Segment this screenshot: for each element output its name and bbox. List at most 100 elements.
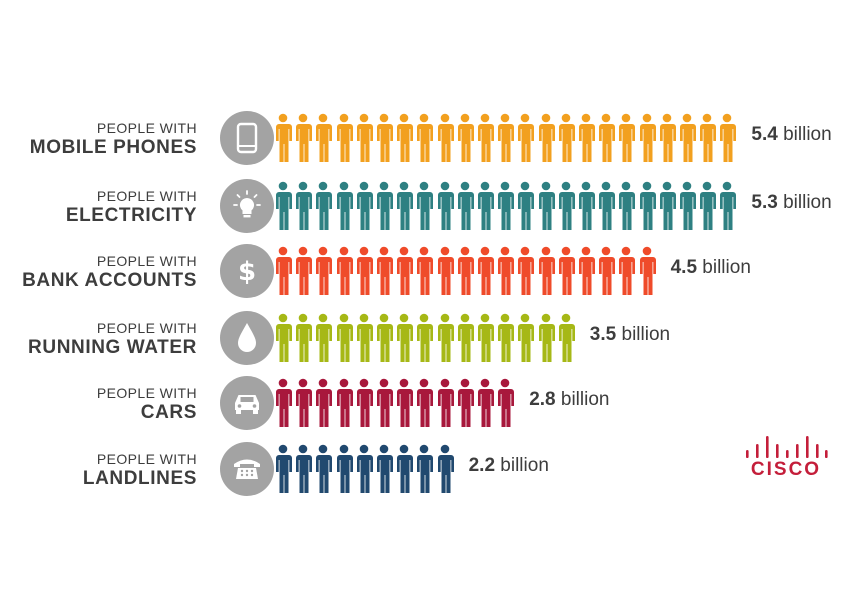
value-label: 3.5 billion	[590, 324, 670, 346]
category-prefix: PEOPLE WITH	[96, 188, 197, 204]
person-icon	[678, 181, 696, 236]
person-icon	[395, 181, 414, 236]
person-icon	[597, 246, 616, 301]
person-icon	[375, 378, 393, 433]
chart-row: PEOPLE WITH ELECTRICITY 5.3 billion	[0, 179, 860, 233]
category-name: LANDLINES	[82, 468, 197, 489]
svg-text:$: $	[238, 257, 256, 287]
person-icon	[415, 444, 434, 499]
person-icon	[698, 113, 717, 168]
category-name: ELECTRICITY	[65, 205, 197, 226]
person-icon	[516, 113, 535, 168]
category-name: RUNNING WATER	[28, 337, 197, 358]
person-icon	[718, 113, 737, 168]
person-icon	[557, 246, 575, 301]
person-icon	[274, 246, 292, 301]
person-icon	[395, 444, 414, 499]
cisco-logo-bars	[746, 436, 828, 458]
person-icon	[335, 444, 353, 499]
person-icon	[294, 246, 313, 301]
person-icon	[294, 378, 313, 433]
person-icon	[597, 113, 616, 168]
category-name: MOBILE PHONES	[29, 137, 197, 158]
person-icon	[415, 246, 434, 301]
person-icon	[355, 378, 373, 433]
value-label: 4.5 billion	[671, 257, 751, 279]
category-label: PEOPLE WITH ELECTRICITY	[66, 187, 197, 227]
person-icon	[395, 378, 414, 433]
person-icon	[678, 113, 696, 168]
person-icon	[537, 313, 555, 368]
person-icon	[638, 246, 656, 301]
category-prefix: PEOPLE WITH	[96, 385, 197, 401]
person-icon	[314, 378, 333, 433]
chart-row: PEOPLE WITH CARS 2.8 billion	[0, 376, 860, 430]
value-label: 2.2 billion	[469, 455, 549, 477]
person-icon	[355, 181, 373, 236]
people-bar	[274, 113, 737, 163]
person-icon	[496, 313, 515, 368]
people-bar	[274, 181, 737, 231]
value-number: 2.2	[468, 455, 496, 476]
value-number: 2.8	[529, 389, 556, 410]
chart-row: PEOPLE WITH LANDLINES 2.2 billion	[0, 442, 860, 496]
person-icon	[456, 181, 474, 236]
people-bar	[274, 246, 656, 296]
person-icon	[436, 313, 454, 368]
person-icon	[355, 444, 373, 499]
person-icon	[436, 181, 454, 236]
person-icon	[274, 113, 292, 168]
value-unit: billion	[697, 257, 751, 278]
value-unit: billion	[616, 324, 671, 345]
category-prefix: PEOPLE WITH	[96, 320, 197, 336]
person-icon	[516, 181, 535, 236]
value-label: 2.8 billion	[529, 389, 609, 411]
value-label: 5.3 billion	[751, 192, 831, 214]
person-icon	[335, 313, 353, 368]
person-icon	[496, 113, 515, 168]
person-icon	[436, 378, 454, 433]
value-unit: billion	[777, 192, 832, 213]
person-icon	[436, 444, 454, 499]
person-icon	[617, 181, 636, 236]
cisco-logo: CISCO	[744, 436, 828, 484]
person-icon	[658, 181, 676, 236]
person-icon	[537, 181, 555, 236]
value-number: 5.3	[751, 192, 778, 213]
person-icon	[577, 246, 595, 301]
person-icon	[415, 181, 434, 236]
category-prefix: PEOPLE WITH	[96, 253, 197, 269]
person-icon	[557, 313, 575, 368]
person-icon	[375, 313, 393, 368]
light-bulb-icon	[220, 179, 274, 233]
person-icon	[516, 246, 535, 301]
person-icon	[617, 246, 636, 301]
value-unit: billion	[777, 124, 832, 145]
person-icon	[516, 313, 535, 368]
mobile-phone-icon	[220, 111, 274, 165]
person-icon	[456, 246, 474, 301]
person-icon	[496, 378, 515, 433]
category-name: CARS	[140, 402, 197, 423]
person-icon	[476, 181, 494, 236]
person-icon	[456, 378, 474, 433]
category-name: BANK ACCOUNTS	[22, 270, 197, 291]
person-icon	[395, 113, 414, 168]
value-number: 3.5	[589, 324, 617, 345]
person-icon	[375, 113, 393, 168]
water-drop-icon	[220, 311, 274, 365]
person-icon	[314, 181, 333, 236]
people-bar	[274, 378, 515, 428]
person-icon	[617, 113, 636, 168]
value-unit: billion	[555, 389, 610, 410]
person-icon	[456, 113, 474, 168]
person-icon	[597, 181, 616, 236]
person-icon	[577, 181, 595, 236]
person-icon	[698, 181, 717, 236]
person-icon	[274, 378, 292, 433]
person-icon	[314, 246, 333, 301]
person-icon	[274, 444, 292, 499]
person-icon	[658, 113, 676, 168]
dollar-icon: $	[220, 244, 274, 298]
person-icon	[314, 444, 333, 499]
